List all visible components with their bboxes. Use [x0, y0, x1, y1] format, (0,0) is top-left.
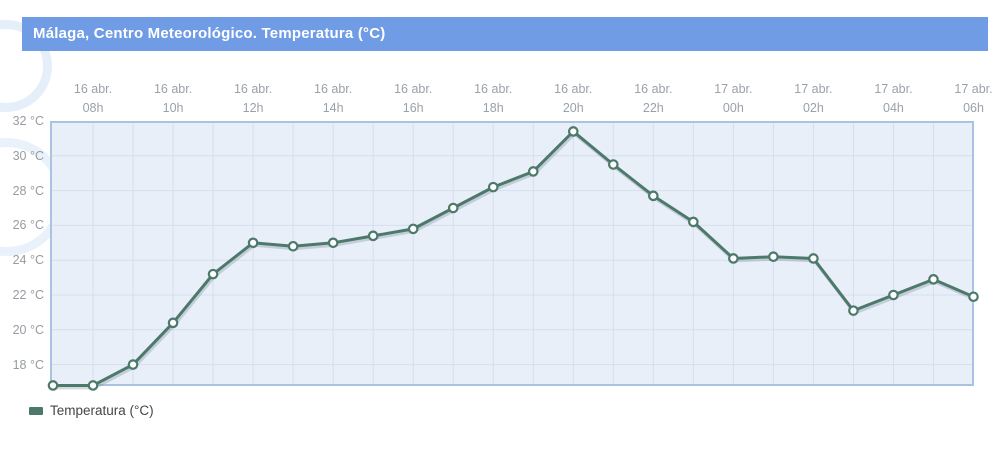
y-axis-tick-label: 24 °C — [12, 253, 44, 268]
x-axis-tick-label: 17 abr. 06h — [934, 80, 1000, 118]
x-tick-date: 16 abr. — [314, 82, 353, 96]
x-axis-tick-label: 17 abr. 04h — [853, 80, 933, 118]
data-point-marker[interactable] — [407, 223, 419, 235]
x-tick-hour: 12h — [242, 101, 264, 115]
x-tick-hour: 08h — [82, 101, 104, 115]
chart-title-bar: Málaga, Centro Meteorológico. Temperatur… — [22, 17, 988, 51]
x-tick-hour: 02h — [802, 101, 824, 115]
y-axis-tick-label: 32 °C — [12, 114, 44, 128]
data-point-marker[interactable] — [367, 230, 379, 242]
y-axis-tick-label: 18 °C — [12, 357, 44, 372]
y-axis-tick-label: 26 °C — [12, 218, 44, 233]
legend-swatch-temperatura[interactable] — [29, 407, 43, 415]
data-point-marker[interactable] — [648, 190, 659, 202]
x-axis-tick-label: 17 abr. 00h — [693, 80, 773, 118]
x-tick-hour: 10h — [162, 101, 184, 115]
temperature-line-chart[interactable] — [47, 121, 979, 391]
x-tick-date: 16 abr. — [474, 82, 513, 96]
x-tick-date: 16 abr. — [634, 82, 673, 96]
data-point-marker[interactable] — [127, 359, 139, 370]
x-tick-date: 16 abr. — [554, 82, 593, 96]
chart-title: Málaga, Centro Meteorológico. Temperatur… — [33, 25, 386, 42]
y-axis-tick-label: 28 °C — [12, 183, 44, 198]
data-point-marker[interactable] — [848, 305, 859, 316]
data-point-marker[interactable] — [87, 380, 99, 391]
x-tick-hour: 00h — [722, 101, 744, 115]
data-point-marker[interactable] — [47, 380, 59, 391]
data-point-marker[interactable] — [728, 253, 739, 264]
data-point-marker[interactable] — [527, 166, 539, 177]
data-point-marker[interactable] — [688, 216, 699, 228]
x-tick-hour: 16h — [402, 101, 424, 115]
x-axis-tick-label: 16 abr. 10h — [133, 80, 213, 118]
x-axis-tick-label: 16 abr. 16h — [373, 80, 453, 118]
x-tick-date: 17 abr. — [954, 82, 993, 96]
data-point-marker[interactable] — [247, 237, 259, 249]
x-tick-hour: 04h — [883, 101, 904, 115]
data-point-marker[interactable] — [768, 251, 779, 263]
data-point-marker[interactable] — [207, 268, 219, 280]
data-point-marker[interactable] — [487, 181, 499, 193]
data-point-marker[interactable] — [808, 253, 819, 264]
x-tick-date: 17 abr. — [874, 82, 913, 96]
x-tick-date: 16 abr. — [153, 82, 193, 96]
x-axis-tick-label: 16 abr. 22h — [613, 80, 693, 118]
x-axis-tick-label: 17 abr. 02h — [773, 80, 853, 118]
y-axis-tick-label: 22 °C — [12, 287, 44, 302]
y-axis-tick-label: 30 °C — [12, 148, 44, 163]
data-point-marker[interactable] — [327, 237, 339, 249]
x-axis-tick-label: 16 abr. 14h — [293, 80, 373, 118]
x-tick-date: 16 abr. — [73, 82, 113, 96]
data-point-marker[interactable] — [888, 289, 899, 301]
chart-legend: Temperatura (°C) — [29, 403, 154, 418]
x-axis-tick-label: 16 abr. 20h — [533, 80, 613, 118]
data-point-marker[interactable] — [968, 291, 979, 303]
x-tick-date: 17 abr. — [794, 82, 833, 96]
x-axis-tick-label: 16 abr. 12h — [213, 80, 293, 118]
x-axis-tick-label: 16 abr. 08h — [53, 80, 133, 118]
x-tick-hour: 14h — [322, 101, 344, 115]
x-axis-tick-label: 16 abr. 18h — [453, 80, 533, 118]
x-tick-date: 16 abr. — [233, 82, 273, 96]
data-point-marker[interactable] — [447, 202, 459, 214]
data-point-marker[interactable] — [928, 274, 939, 285]
legend-label-temperatura[interactable]: Temperatura (°C) — [50, 403, 154, 418]
data-point-marker[interactable] — [567, 126, 579, 137]
x-tick-hour: 18h — [482, 101, 504, 115]
data-point-marker[interactable] — [287, 240, 299, 252]
x-tick-date: 17 abr. — [714, 82, 753, 96]
x-tick-hour: 20h — [562, 101, 584, 115]
data-point-marker[interactable] — [167, 317, 179, 329]
x-tick-hour: 06h — [963, 101, 984, 115]
y-axis-tick-label: 20 °C — [12, 322, 44, 337]
x-tick-date: 16 abr. — [394, 82, 433, 96]
data-point-marker[interactable] — [608, 159, 619, 170]
x-tick-hour: 22h — [642, 101, 664, 115]
